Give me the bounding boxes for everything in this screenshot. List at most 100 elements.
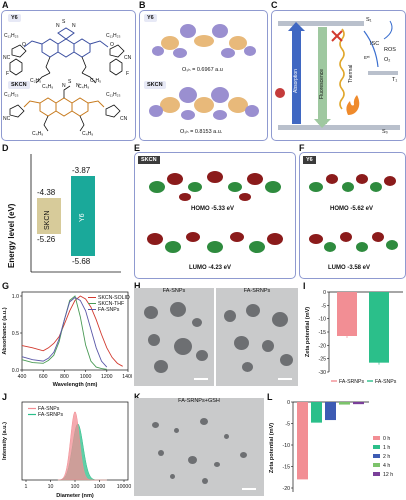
s1-level: [278, 21, 364, 26]
x-tick-label: 10000: [117, 484, 132, 490]
particle: [170, 474, 175, 479]
absorption-label: Absorption: [293, 69, 299, 93]
y-tick-label: 1.0: [12, 294, 19, 300]
skcn-density: [149, 87, 259, 120]
f-y6-right: F: [126, 71, 130, 77]
panel-label-d: D: [2, 143, 9, 153]
j-ylabel: Intensity (a.u.): [2, 422, 8, 460]
scale-bar: [278, 378, 292, 380]
particle: [192, 318, 202, 327]
energy-ylabel: Energy level (eV): [7, 203, 16, 268]
y6-oscillator: Oₛₕ = 0.6967 a.u: [182, 67, 223, 73]
skcn-box: [37, 198, 61, 234]
jablonski-diagram: [275, 20, 400, 130]
cross-mark-b: [331, 30, 343, 42]
t1-label: T₁: [392, 77, 398, 83]
y6-density: [152, 24, 256, 58]
legend-entry: 4 h: [383, 463, 390, 469]
bar-fa-snps: [369, 292, 389, 363]
zeta-chart-l: 0 -5 -10 -15 -20 Zeta potential (mV) 0 h 1 h 2…: [269, 400, 393, 492]
b-y6-tag: Y6: [144, 14, 157, 22]
y6-homo-lobes: [309, 174, 396, 192]
particle: [174, 338, 192, 355]
y6-orbital-shapes: [309, 174, 398, 252]
y6-box-label: Y6: [79, 213, 86, 222]
n-atom-y6-right: N: [72, 23, 76, 29]
panel-label-g: G: [2, 281, 10, 291]
zeta-chart-i: 0 -5 -10 -15 -20 -25 -30 Zeta potential (mV) F…: [305, 290, 403, 385]
chain-c11-skcn-left: C₁₁H₂₃: [4, 92, 19, 98]
y-tick-label: 0.5: [12, 331, 19, 337]
y6-lumo-label: LUMO -3.58 eV: [328, 265, 371, 271]
skcn-core: [23, 97, 105, 117]
y-tick-label: -25: [319, 357, 327, 363]
panel-label-b: B: [139, 0, 146, 10]
particle: [280, 354, 293, 366]
chain-c4-y6-right: C₄H₉: [78, 84, 90, 90]
particle: [196, 350, 208, 361]
panel-label-a: A: [2, 0, 9, 10]
chain-c4-y6-left: C₄H₉: [42, 84, 54, 90]
y-tick-label: -20: [283, 486, 291, 492]
legend-entry: FA-SNPs: [98, 307, 120, 313]
y6-acceptors: [9, 44, 125, 84]
particle: [170, 302, 186, 317]
particle: [240, 452, 247, 458]
legend-entry: 2 h: [383, 454, 390, 460]
y6-box: [71, 176, 95, 256]
y-tick-label: 0: [287, 400, 290, 406]
panel-label-k: K: [134, 392, 141, 402]
n-atom-skcn-right: N: [76, 83, 80, 89]
legend-swatch: [373, 445, 380, 449]
y-tick-label: -15: [283, 465, 291, 471]
legend-entry: 12 h: [383, 472, 393, 478]
y6-core: [23, 27, 109, 58]
nc-y6-left: NC: [3, 55, 11, 61]
particle: [234, 336, 249, 350]
flame-icon: [346, 95, 360, 115]
s0-label: S₀: [382, 129, 388, 135]
g-ylabel: Absorbance (a.u.): [2, 307, 8, 354]
absorption-arrow: [292, 27, 301, 124]
bar-0h: [297, 402, 308, 480]
tem-image-fa-srnps-gsh: FA-SRNPs+GSH: [134, 398, 264, 496]
laser-label: 1064nm: [275, 54, 281, 73]
y6-lumo-lobes: [309, 232, 398, 252]
particle: [272, 312, 288, 327]
j-xlabel: Diameter (nm): [56, 493, 94, 499]
particle: [174, 428, 179, 433]
y6-lumo: -3.87: [72, 166, 91, 175]
panel-label-c: C: [271, 0, 278, 10]
legend-entry: SKCN-SOLID: [98, 295, 130, 301]
tem-fa-srnps-title: FA-SRNPs: [243, 288, 271, 294]
panel-label-h: H: [134, 281, 141, 291]
chain-c11-y6-right: C₁₁H₂₃: [106, 33, 121, 39]
particle: [144, 306, 158, 319]
particle: [188, 456, 197, 464]
ros-label: ROS: [384, 47, 396, 53]
panel-label-l: L: [267, 392, 273, 402]
bar-2h: [325, 402, 336, 421]
series-line-skcn-thf: [21, 295, 107, 370]
panel-label-j: J: [2, 392, 8, 402]
particle: [148, 334, 160, 346]
g-xlabel: Wavelength (nm): [53, 382, 98, 388]
legend-entry: FA-SRNPs: [38, 412, 63, 418]
tem-gsh-title: FA-SRNPs+GSH: [178, 398, 220, 404]
particle: [200, 418, 208, 425]
structure-drawing: [9, 27, 125, 132]
dls-chart: 1 10 100 1000 10000 Diameter (nm) Intensity …: [2, 401, 132, 499]
chain-c2-y6-left: C₂H₅: [30, 78, 42, 84]
t1-level: [368, 71, 398, 75]
laser-icon: [275, 88, 285, 98]
orbital-densities: [149, 24, 259, 120]
bar-4h: [339, 402, 350, 405]
legend-swatch: [373, 454, 380, 458]
y-tick-label: -20: [319, 343, 327, 349]
x-tick-label: 1200: [101, 374, 113, 380]
particle: [158, 450, 164, 456]
skcn-lumo: -4.38: [37, 188, 56, 197]
tem-fa-snps-title: FA-SNPs: [162, 288, 186, 294]
chain-c11-skcn-right: C₁₁H₂₃: [106, 92, 121, 98]
e-tag: SKCN: [138, 156, 160, 164]
